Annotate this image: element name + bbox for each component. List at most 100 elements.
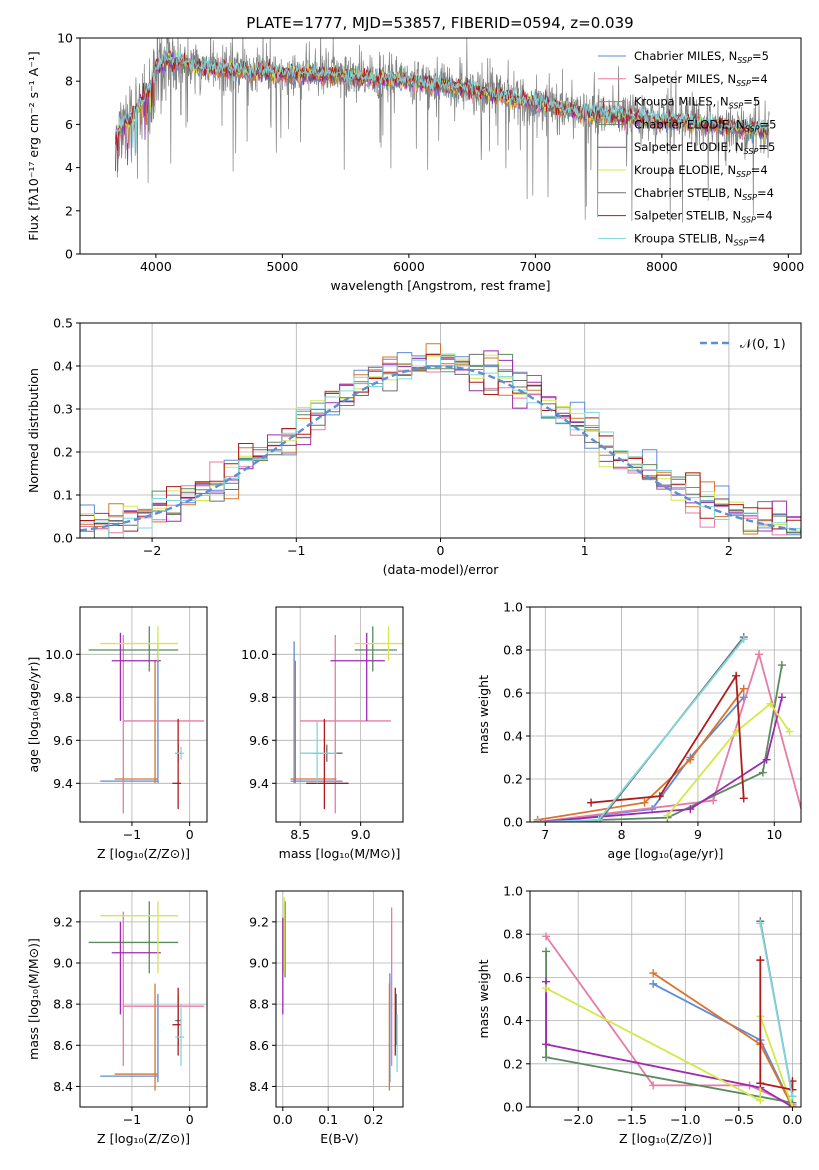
y-axis-label: mass [log₁₀(M/M⊙)]: [26, 938, 41, 1060]
x-tick-label: −1.0: [670, 1112, 700, 1127]
legend-entry-sm: Salpeter MILES, NSSP=4: [634, 72, 768, 88]
y-tick-label: 9.2: [249, 914, 269, 929]
y-tick-label: 1.0: [503, 600, 523, 615]
age_vs_mass-plot-area: [290, 626, 403, 814]
x-tick-label: −1: [123, 1112, 141, 1127]
y-tick-label: 0.1: [53, 488, 73, 503]
series-marker-se: [762, 755, 771, 764]
series-line-ke: [545, 987, 794, 1107]
series-marker-se: [686, 805, 695, 814]
series-line-km: [652, 972, 794, 1107]
series-marker-ke: [785, 727, 794, 736]
series-line-ce: [545, 951, 793, 1104]
series-marker-ce: [777, 661, 786, 670]
weight_vs_Z-plot-area: [542, 917, 797, 1107]
series-line-se: [545, 981, 793, 1107]
x-axis-label: age [log₁₀(age/yr)]: [608, 846, 724, 861]
series-marker-ss: [655, 792, 664, 801]
x-tick-label: 6000: [393, 259, 425, 274]
x-tick-label: −1.5: [617, 1112, 647, 1127]
gaussian-curve: [80, 365, 801, 532]
series-marker-ke: [663, 811, 672, 820]
x-tick-label: 9.0: [351, 827, 371, 842]
x-tick-label: 7000: [519, 259, 551, 274]
x-tick-label: 8: [618, 827, 626, 842]
legend-entry-km: Kroupa MILES, NSSP=5: [634, 95, 760, 111]
y-tick-label: 0: [65, 247, 73, 262]
y-tick-label: 9.4: [53, 776, 73, 791]
axes-frame: [529, 890, 802, 1108]
x-tick-label: 0: [437, 543, 445, 558]
x-tick-label: −2.0: [563, 1112, 593, 1127]
x-tick-label: 0.0: [782, 1112, 802, 1127]
series-marker-se: [542, 1040, 551, 1049]
series-marker-km: [739, 684, 748, 693]
y-tick-label: 1.0: [503, 884, 523, 899]
series-marker-ss: [756, 1079, 765, 1088]
x-tick-label: 2: [725, 543, 733, 558]
weight_vs_age-plot-area: [533, 633, 801, 822]
series-marker-ss: [756, 956, 765, 965]
series-marker-ke: [788, 1103, 797, 1107]
figure-title: PLATE=1777, MJD=53857, FIBERID=0594, z=0…: [246, 14, 633, 32]
model-spectrum-ks: [115, 49, 770, 154]
series-line-ss: [759, 960, 794, 1091]
y-tick-label: 9.8: [249, 690, 269, 705]
y-tick-label: 0.8: [503, 927, 523, 942]
x-tick-label: 9: [694, 827, 702, 842]
mass_vs_Z-plot-area: [88, 901, 205, 1091]
y-tick-label: 0.0: [53, 531, 73, 546]
y-tick-label: 8.6: [53, 1038, 73, 1053]
age_vs_Z-plot-area: [88, 626, 205, 814]
spectrum-plot-area: [115, 38, 770, 223]
mass_vs_ebv-panel: 0.0 0.1 0.2 8.4 8.6 8.8 9.0 9.2 E(B-V): [249, 890, 404, 1146]
series-marker-km: [640, 798, 649, 807]
series-marker-ce: [542, 1053, 551, 1062]
series-marker-se: [777, 693, 786, 702]
y-tick-label: 10: [57, 31, 73, 46]
series-marker-km: [686, 755, 695, 764]
y-tick-label: 8.4: [249, 1079, 269, 1094]
y-tick-label: 10.0: [241, 647, 269, 662]
series-marker-ke: [756, 1096, 765, 1105]
axes-frame: [275, 606, 404, 823]
x-tick-label: 9000: [772, 259, 804, 274]
series-marker-ss: [739, 794, 748, 803]
legend-entry-ss: Salpeter STELIB, NSSP=4: [634, 209, 773, 225]
series-line-ss: [591, 672, 745, 804]
series-marker-sm: [649, 1081, 658, 1090]
y-tick-label: 0.8: [503, 643, 523, 658]
axes-frame: [79, 37, 802, 255]
x-tick-label: 0.2: [364, 1112, 384, 1127]
series-marker-ce: [758, 768, 767, 777]
x-tick-label: 0: [186, 827, 194, 842]
y-tick-label: 0.2: [503, 772, 523, 787]
series-marker-ks: [756, 919, 765, 928]
x-tick-label: −0.5: [724, 1112, 754, 1127]
spectrum-panel: 4000 5000 6000 7000 8000 9000 0 2 4 6 8 10 wavelengt…: [26, 31, 804, 294]
y-tick-label: 8: [65, 74, 73, 89]
legend-entry-se: Salpeter ELODIE, NSSP=5: [634, 140, 775, 156]
series-marker-sm: [709, 796, 718, 805]
y-tick-label: 0.6: [503, 686, 523, 701]
series-marker-ss: [732, 671, 741, 680]
weight_vs_age-panel: 7 8 9 10 0.0 0.2 0.4 0.6 0.8 1.0 age [log₁₀(age/yr…: [476, 600, 802, 861]
y-tick-label: 8.8: [53, 997, 73, 1012]
legend-entry-ce: Chabrier ELODIE, NSSP=5: [634, 117, 776, 133]
series-line-ks: [759, 923, 794, 1097]
y-tick-label: 0.0: [503, 1100, 523, 1115]
y-axis-label: Flux [fλ10⁻¹⁷ erg cm⁻² s⁻¹ A⁻¹]: [26, 51, 41, 240]
y-tick-label: 0.4: [53, 359, 73, 374]
y-tick-label: 4: [65, 160, 73, 175]
axes-frame: [79, 890, 208, 1108]
x-tick-label: 5000: [266, 259, 298, 274]
series-marker-ke: [766, 699, 775, 708]
y-tick-label: 9.4: [249, 776, 269, 791]
series-marker-sm: [542, 932, 551, 941]
x-axis-label: wavelength [Angstrom, rest frame]: [330, 278, 550, 293]
series-line-se: [537, 697, 783, 822]
y-tick-label: 9.2: [53, 914, 73, 929]
y-tick-label: 0.2: [53, 445, 73, 460]
y-tick-label: 10.0: [45, 647, 73, 662]
